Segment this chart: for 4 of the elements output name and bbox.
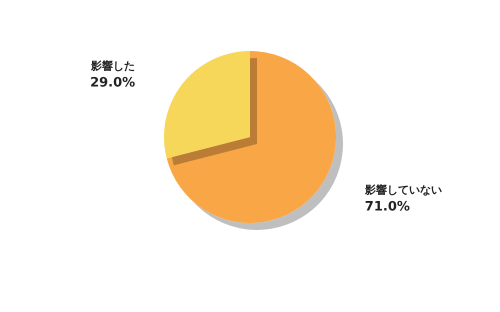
data-label: 71.0%: [364, 199, 410, 214]
slice-label: 影響した: [90, 60, 136, 73]
slice-label: 影響していない: [364, 183, 442, 196]
data-label: 29.0%: [90, 76, 136, 91]
